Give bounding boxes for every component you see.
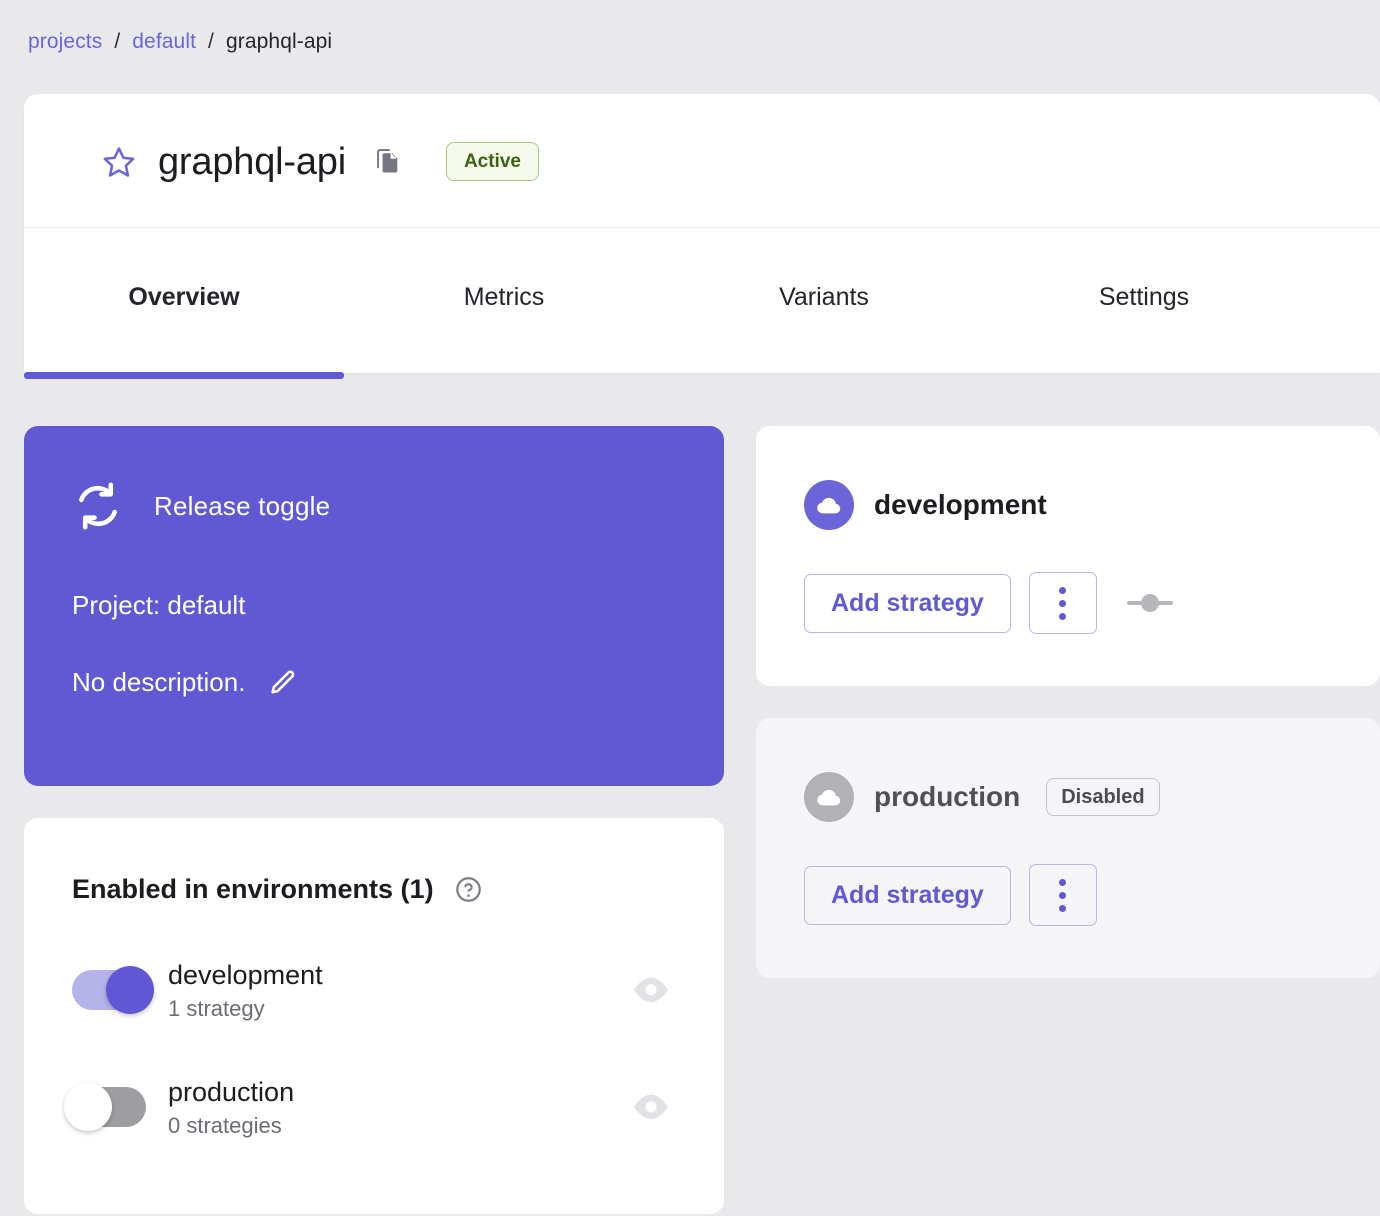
- environment-card-name: development: [874, 489, 1047, 520]
- page-title: graphql-api: [158, 140, 346, 183]
- environment-name: production: [168, 1076, 295, 1107]
- environment-card-actions: Add strategy: [804, 572, 1332, 634]
- environment-strategy-count: 1 strategy: [168, 995, 265, 1021]
- environment-card-header: development: [804, 480, 1332, 530]
- main-content: Release toggle Project: default No descr…: [24, 426, 1380, 1214]
- breadcrumb-link-default[interactable]: default: [132, 30, 197, 53]
- add-strategy-button[interactable]: Add strategy: [804, 573, 1011, 633]
- environment-meta: development 1 strategy: [168, 959, 632, 1022]
- tab-bar: Overview Metrics Variants Settings: [24, 228, 1380, 379]
- breadcrumb: projects / default / graphql-api: [0, 0, 1380, 54]
- more-options-button[interactable]: [1028, 572, 1097, 634]
- release-toggle-header: Release toggle: [72, 480, 676, 532]
- environment-card-name: production: [874, 781, 1021, 812]
- tab-variants[interactable]: Variants: [664, 228, 984, 373]
- right-column: development Add strategy: [756, 426, 1380, 1214]
- cloud-badge: [804, 772, 854, 822]
- breadcrumb-separator: /: [114, 30, 121, 53]
- eye-icon[interactable]: [632, 1092, 670, 1122]
- environment-switch-development[interactable]: [72, 966, 154, 1015]
- feature-header-row: graphql-api Active: [24, 94, 1380, 228]
- switch-knob: [106, 966, 154, 1015]
- environment-card-development: development Add strategy: [756, 426, 1380, 686]
- environment-meta: production 0 strategies: [168, 1076, 632, 1139]
- enabled-environments-card: Enabled in environments (1) development …: [24, 818, 724, 1214]
- status-badge-disabled: Disabled: [1046, 778, 1160, 816]
- more-vertical-icon: [1059, 586, 1067, 620]
- left-column: Release toggle Project: default No descr…: [24, 426, 724, 1214]
- cloud-badge: [804, 480, 854, 530]
- environment-switch-production[interactable]: [64, 1083, 146, 1132]
- more-options-button[interactable]: [1028, 864, 1097, 926]
- enabled-environments-title: Enabled in environments (1): [72, 874, 434, 904]
- tab-settings[interactable]: Settings: [984, 228, 1304, 373]
- environment-strategy-count: 0 strategies: [168, 1112, 282, 1138]
- help-circle-icon[interactable]: [454, 875, 483, 904]
- cloud-icon: [817, 789, 841, 806]
- enabled-environments-header: Enabled in environments (1): [72, 874, 680, 905]
- release-toggle-type: Release toggle: [154, 490, 331, 521]
- release-description-row: No description.: [72, 667, 676, 698]
- breadcrumb-link-projects[interactable]: projects: [28, 30, 103, 53]
- environment-card-header: production Disabled: [804, 772, 1332, 822]
- release-description: No description.: [72, 667, 246, 697]
- switch-knob: [64, 1083, 112, 1132]
- environment-name: development: [168, 960, 323, 990]
- release-project-label: Project: default: [72, 590, 246, 620]
- strategy-connector-icon: [1126, 594, 1173, 612]
- environment-toggle-row-production: production 0 strategies: [64, 1076, 680, 1139]
- feature-header-card: graphql-api Active Overview Metrics Vari…: [24, 94, 1380, 379]
- breadcrumb-current: graphql-api: [225, 30, 333, 53]
- release-toggle-card: Release toggle Project: default No descr…: [24, 426, 724, 786]
- environment-card-production: production Disabled Add strategy: [756, 718, 1380, 978]
- environment-toggle-row-development: development 1 strategy: [72, 959, 680, 1022]
- favorite-star-icon[interactable]: [102, 145, 136, 179]
- cloud-icon: [817, 497, 841, 514]
- copy-icon[interactable]: [373, 148, 400, 175]
- environment-card-actions: Add strategy: [804, 864, 1332, 926]
- more-vertical-icon: [1059, 878, 1067, 912]
- tab-metrics[interactable]: Metrics: [344, 228, 664, 373]
- breadcrumb-separator: /: [208, 30, 214, 53]
- add-strategy-button[interactable]: Add strategy: [804, 865, 1011, 925]
- sync-arrows-icon: [79, 482, 117, 530]
- tab-overview[interactable]: Overview: [24, 228, 344, 379]
- eye-icon[interactable]: [632, 975, 670, 1005]
- status-badge: Active: [445, 142, 539, 181]
- pencil-icon[interactable]: [269, 669, 297, 697]
